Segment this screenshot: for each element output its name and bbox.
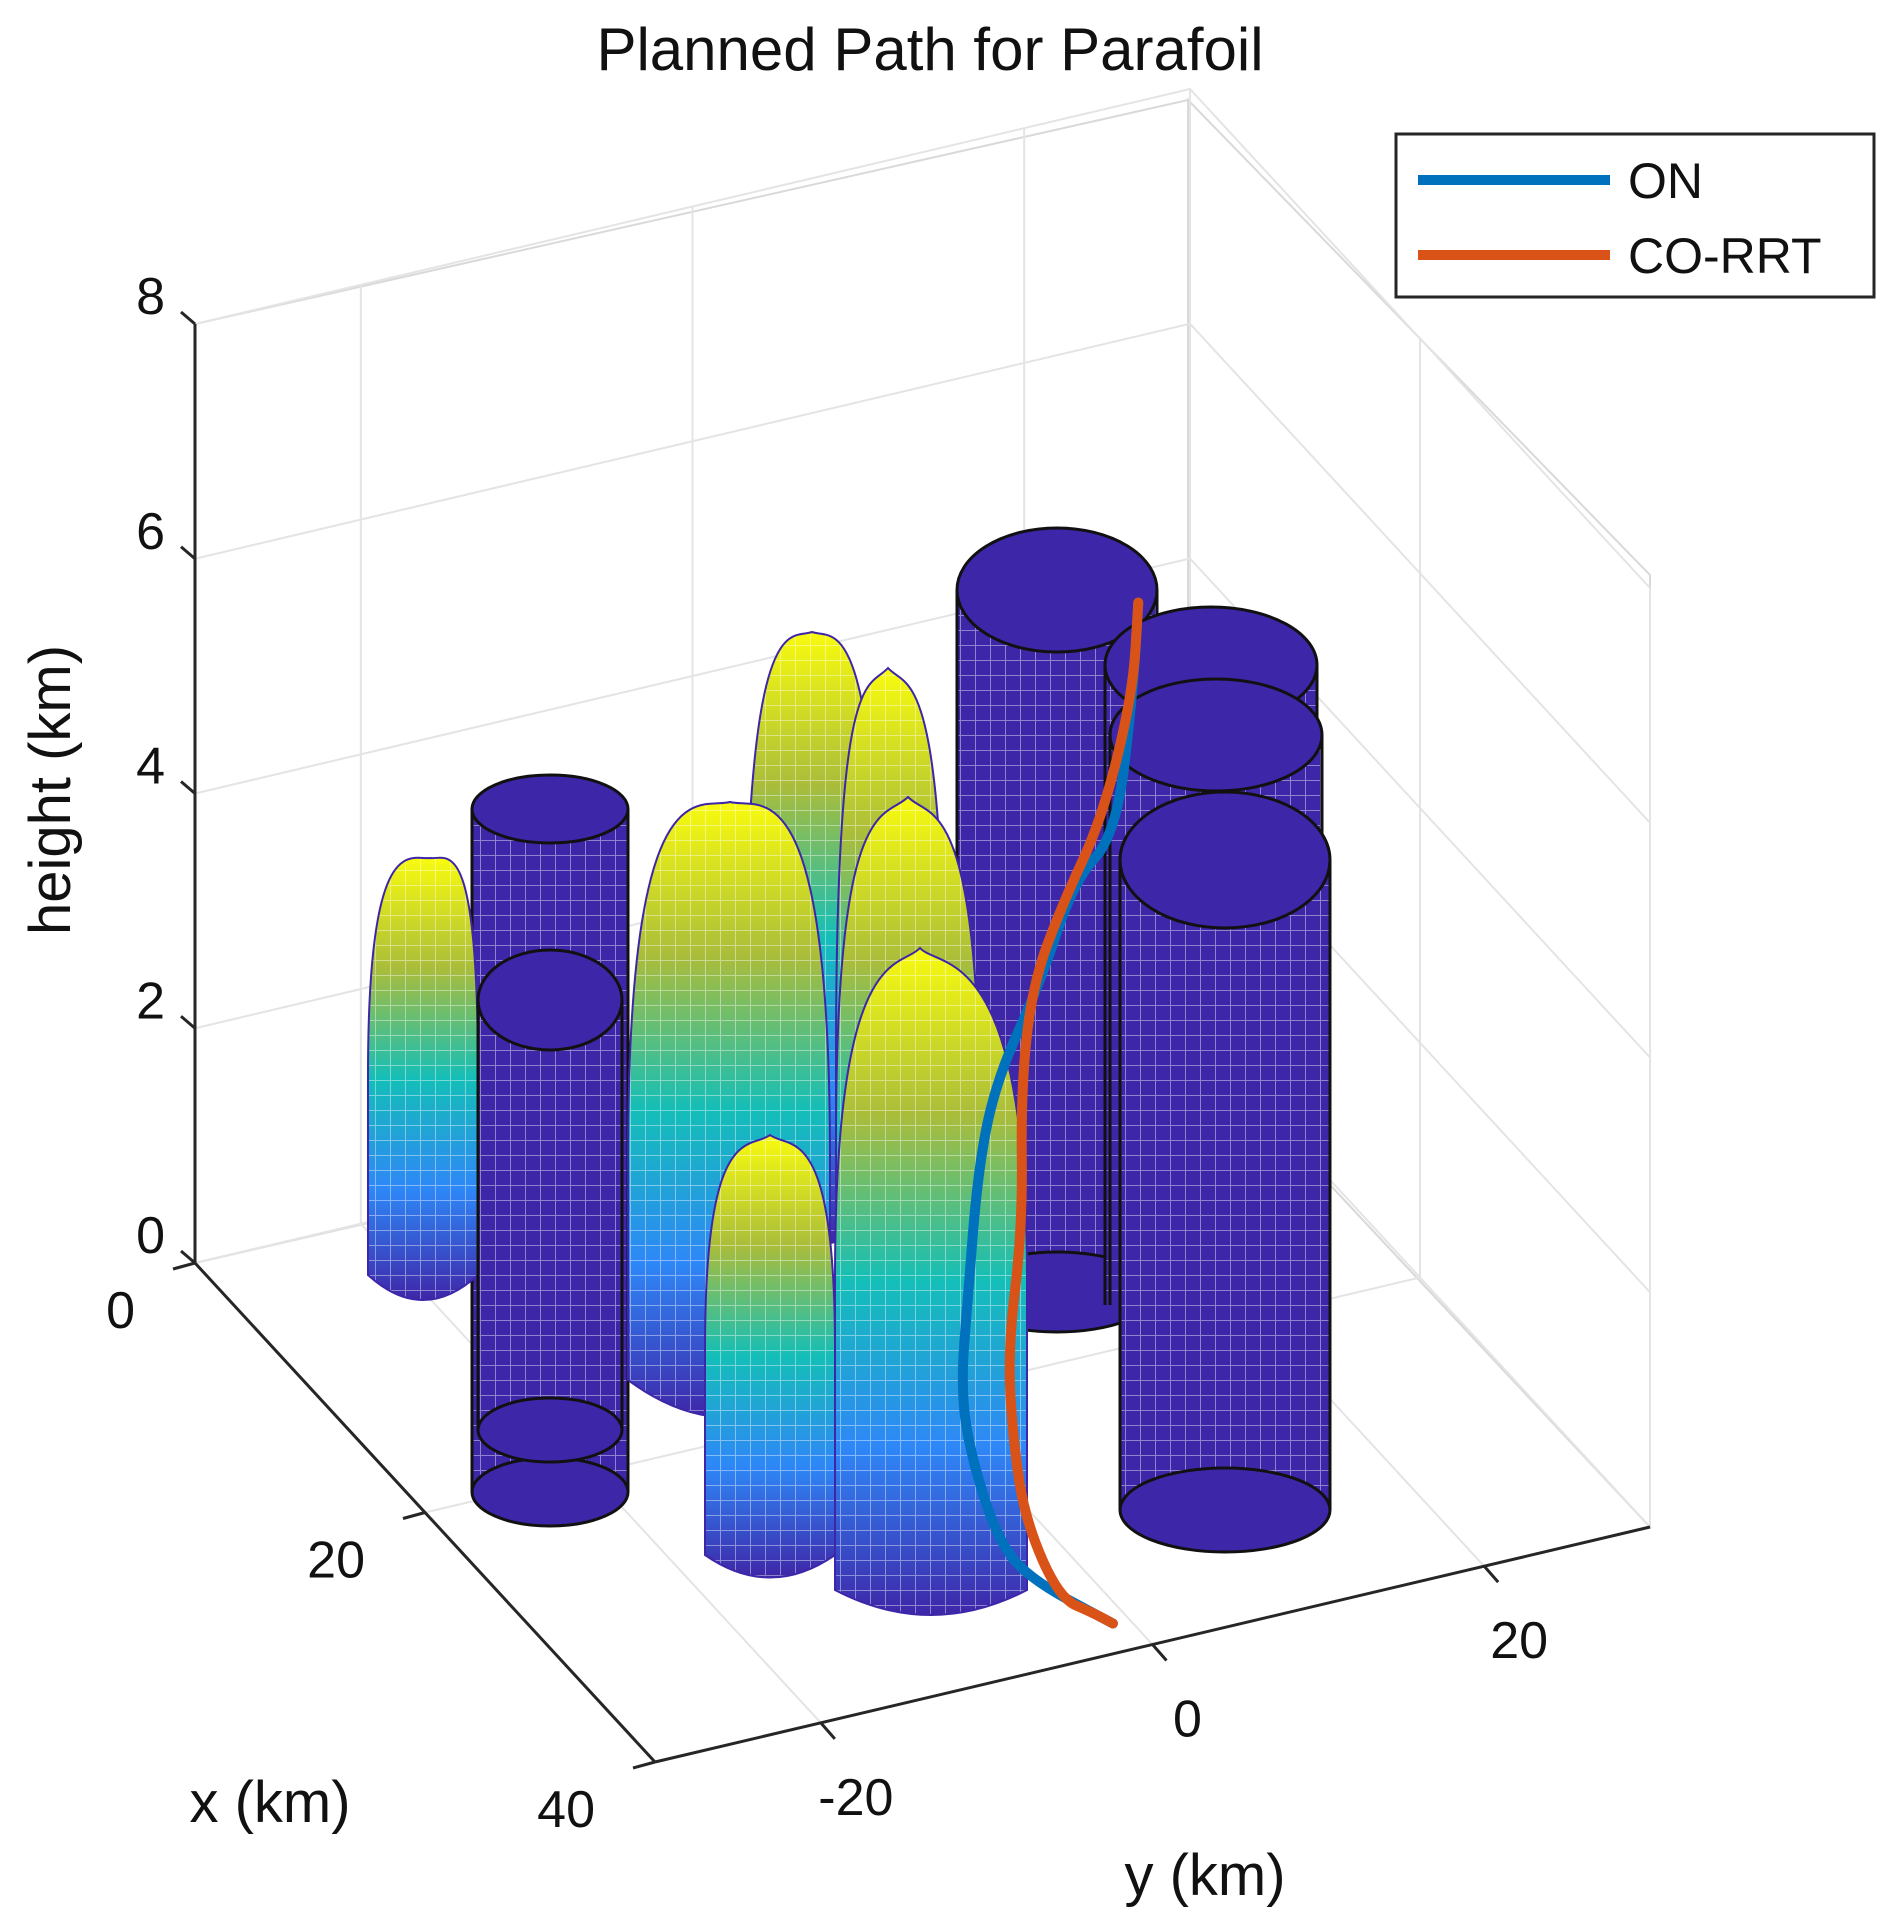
x-tick-labels: 0 20 40: [106, 1282, 595, 1839]
y-tick-labels: -20 0 20: [818, 1612, 1548, 1827]
y-tick-label: 0: [1173, 1691, 1202, 1749]
x-tick-mark: [402, 1511, 426, 1520]
z-tick-mark: [180, 780, 196, 795]
series-line-on: [957, 597, 1144, 1629]
x-tick-mark: [632, 1760, 656, 1770]
y-gridline: [359, 284, 822, 1724]
y-tick-label: -20: [818, 1769, 893, 1827]
x-axis-label: x (km): [189, 1770, 350, 1835]
obstacle-cylinder: [476, 948, 624, 1464]
z-tick-label: 4: [136, 738, 165, 796]
series-line-co-rrt: [1004, 597, 1144, 1629]
z-tick-label: 2: [136, 972, 165, 1030]
y-tick-label: 20: [1490, 1612, 1548, 1670]
obstacle-cylinder: [1118, 790, 1332, 1554]
tick-marks: [172, 310, 1500, 1770]
y-tick-mark: [1483, 1565, 1500, 1584]
z-tick-mark: [180, 1249, 196, 1265]
x-tick-label: 40: [537, 1781, 595, 1839]
z-tick-mark: [180, 545, 196, 560]
legend-label-co-rrt: CO-RRT: [1628, 228, 1822, 284]
z-tick-labels: 0 2 4 6 8: [136, 268, 165, 1265]
y-axis-label: y (km): [1124, 1843, 1285, 1908]
x-tick-label: 0: [106, 1282, 135, 1340]
z-axis-label: height (km): [18, 645, 83, 935]
z-tick-label: 0: [136, 1207, 165, 1265]
y-tick-mark: [1151, 1643, 1168, 1662]
legend-label-on: ON: [1628, 153, 1703, 209]
x-tick-label: 20: [307, 1532, 365, 1590]
z-tick-label: 8: [136, 268, 165, 326]
x-tick-mark: [172, 1261, 196, 1271]
legend: ON CO-RRT: [1394, 132, 1876, 299]
obstacle-paraboloid: [834, 946, 1028, 1616]
obstacle-paraboloid: [704, 1133, 836, 1579]
z-tick-mark: [180, 1015, 196, 1030]
legend-box: [1394, 132, 1876, 299]
chart-title: Planned Path for Parafoil: [596, 16, 1263, 83]
z-tick-mark: [180, 310, 196, 326]
y-tick-mark: [819, 1721, 836, 1740]
obstacle-paraboloid: [367, 856, 479, 1301]
z-tick-label: 6: [136, 503, 165, 561]
